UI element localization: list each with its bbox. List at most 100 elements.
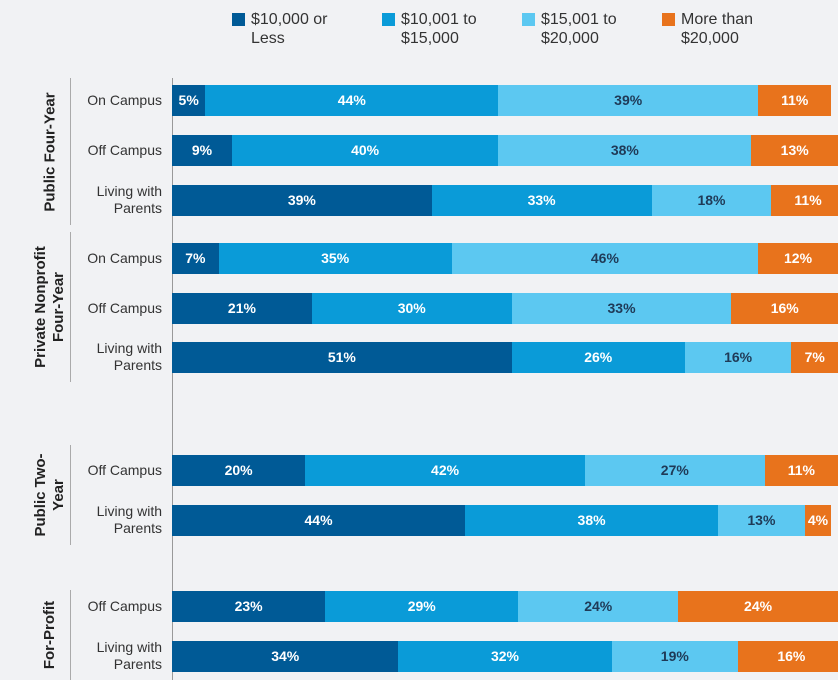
data-label: 33% (607, 300, 636, 316)
bar-segment: 39% (172, 184, 432, 216)
bar-segment: 33% (511, 292, 732, 324)
bar-segment: 29% (325, 590, 519, 622)
bar-segment: 39% (498, 84, 759, 116)
legend-label: $15,001 to $20,000 (541, 11, 617, 47)
data-label: 5% (178, 92, 199, 108)
data-label: 11% (781, 92, 809, 108)
row-label: Off Campus (87, 141, 162, 158)
data-label: 44% (337, 92, 366, 108)
bar-segment: 23% (172, 590, 326, 622)
data-label: 13% (780, 142, 809, 158)
legend-label: $10,001 to $15,000 (401, 11, 477, 47)
bar-segment: 16% (738, 640, 838, 672)
data-label: 33% (527, 192, 556, 208)
bar-segment: 35% (218, 242, 452, 274)
row-label: Living with Parents (96, 503, 162, 536)
group-label: Private Nonprofit Four-Year (32, 246, 67, 368)
group-bracket (70, 78, 71, 225)
data-label: 24% (584, 598, 613, 614)
data-label: 19% (660, 648, 689, 664)
bar-segment: 16% (684, 341, 792, 373)
bar-segment: 7% (172, 242, 219, 274)
data-label: 35% (321, 250, 350, 266)
group-bracket (70, 445, 71, 545)
bar-segment: 24% (678, 590, 838, 622)
data-label: 18% (697, 192, 726, 208)
bar-segment: 13% (751, 134, 838, 166)
data-label: 30% (397, 300, 426, 316)
data-label: 44% (304, 512, 333, 528)
data-label: 7% (185, 250, 206, 266)
row-label: Living with Parents (96, 340, 162, 373)
bar-segment: 16% (731, 292, 838, 324)
bar-segment: 11% (758, 84, 832, 116)
bar-segment: 7% (791, 341, 838, 373)
bar-segment: 12% (758, 242, 838, 274)
axis-line (172, 78, 173, 680)
bar-segment: 44% (172, 504, 466, 536)
bar-segment: 32% (398, 640, 612, 672)
data-label: 16% (777, 648, 806, 664)
data-label: 39% (287, 192, 316, 208)
bar-segment: 20% (172, 454, 306, 486)
data-label: 16% (724, 349, 753, 365)
group-label: Public Four-Year (41, 91, 58, 212)
data-label: 38% (610, 142, 639, 158)
bar-segment: 11% (771, 184, 838, 216)
data-label: 29% (407, 598, 436, 614)
row-label: Living with Parents (96, 639, 162, 672)
data-label: 39% (614, 92, 643, 108)
legend-swatch (662, 13, 675, 26)
group-bracket (70, 232, 71, 382)
data-label: 11% (787, 462, 815, 478)
bar-segment: 11% (764, 454, 838, 486)
row-label: On Campus (87, 91, 162, 108)
data-label: 11% (794, 192, 822, 208)
data-label: 38% (577, 512, 606, 528)
legend-swatch (232, 13, 245, 26)
data-label: 42% (431, 462, 460, 478)
data-label: 4% (807, 512, 829, 528)
legend-label: More than $20,000 (681, 11, 754, 47)
data-label: 40% (351, 142, 380, 158)
legend-item: More than $20,000 (662, 10, 773, 48)
data-label: 20% (224, 462, 253, 478)
data-label: 7% (804, 349, 825, 365)
bar-segment: 30% (311, 292, 512, 324)
row-label: Living with Parents (96, 183, 162, 216)
bar-segment: 44% (205, 84, 499, 116)
legend-label: $10,000 or Less (251, 11, 328, 47)
bar-segment: 9% (172, 134, 232, 166)
group-label: Public Two-Year (32, 453, 67, 537)
bar-segment: 38% (465, 504, 719, 536)
data-label: 46% (590, 250, 619, 266)
row-label: On Campus (87, 249, 162, 266)
bar-segment: 4% (804, 504, 832, 536)
data-label: 26% (584, 349, 613, 365)
bar-segment: 18% (651, 184, 772, 216)
bar-segment: 19% (611, 640, 739, 672)
data-label: 23% (234, 598, 263, 614)
legend-item: $15,001 to $20,000 (522, 10, 633, 48)
bar-segment: 42% (305, 454, 585, 486)
data-label: 9% (191, 142, 213, 158)
legend-swatch (382, 13, 395, 26)
legend-swatch (522, 13, 535, 26)
bar-segment: 38% (498, 134, 752, 166)
data-label: 13% (747, 512, 776, 528)
bar-segment: 21% (172, 292, 312, 324)
bar-segment: 26% (511, 341, 685, 373)
row-label: Off Campus (87, 597, 162, 614)
data-label: 27% (660, 462, 689, 478)
bar-segment: 46% (451, 242, 759, 274)
data-label: 12% (784, 250, 813, 266)
data-label: 34% (271, 648, 300, 664)
bar-segment: 27% (584, 454, 765, 486)
data-label: 16% (770, 300, 799, 316)
data-label: 21% (227, 300, 256, 316)
data-label: 24% (744, 598, 773, 614)
row-label: Off Campus (87, 299, 162, 316)
bar-segment: 24% (518, 590, 679, 622)
group-label: For-Profit (41, 600, 58, 670)
